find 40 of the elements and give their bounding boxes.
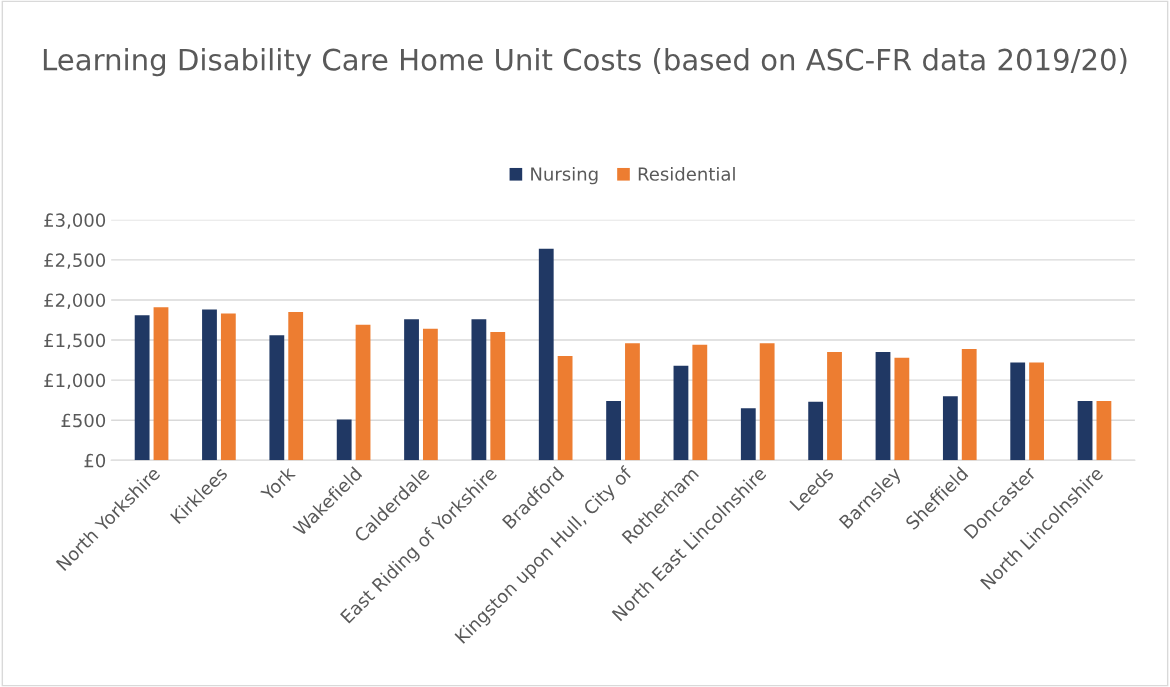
bar — [961, 348, 977, 461]
y-tick-label: £3,000 — [44, 213, 106, 229]
y-tick-label: £0 — [84, 453, 106, 468]
bar — [471, 319, 487, 461]
y-tick-label: £500 — [61, 413, 106, 428]
bar — [1077, 400, 1093, 461]
bar — [808, 401, 824, 461]
bar — [422, 328, 438, 461]
bar — [1029, 362, 1044, 461]
bar — [692, 344, 708, 461]
bar — [490, 332, 506, 461]
bar — [827, 352, 842, 461]
bar — [894, 357, 910, 461]
bar — [404, 319, 419, 461]
bar — [220, 313, 236, 461]
bar — [269, 335, 285, 461]
bar — [740, 408, 756, 461]
bar — [942, 396, 958, 461]
legend-label: Residential — [638, 166, 735, 181]
bar — [153, 307, 169, 461]
bar — [336, 419, 352, 461]
y-tick-label: £1,500 — [44, 333, 106, 350]
bar — [134, 315, 150, 461]
bar — [1096, 400, 1112, 461]
bar — [202, 309, 217, 461]
bar — [355, 324, 371, 461]
bar — [538, 248, 554, 461]
bar — [759, 343, 775, 461]
bar — [288, 312, 304, 461]
y-tick-label: £2,500 — [44, 253, 106, 269]
chart-title: Learning Disability Care Home Unit Costs (based on ASC-FR data 2019/20) — [43, 48, 1127, 77]
bar — [625, 343, 640, 461]
bar — [875, 352, 891, 461]
bar — [557, 356, 573, 461]
legend-label: Nursing — [531, 166, 598, 185]
y-tick-label: £2,000 — [44, 293, 106, 309]
bar — [1010, 362, 1026, 461]
bar — [673, 365, 689, 461]
y-tick-label: £1,000 — [44, 373, 106, 390]
bar — [606, 400, 621, 461]
